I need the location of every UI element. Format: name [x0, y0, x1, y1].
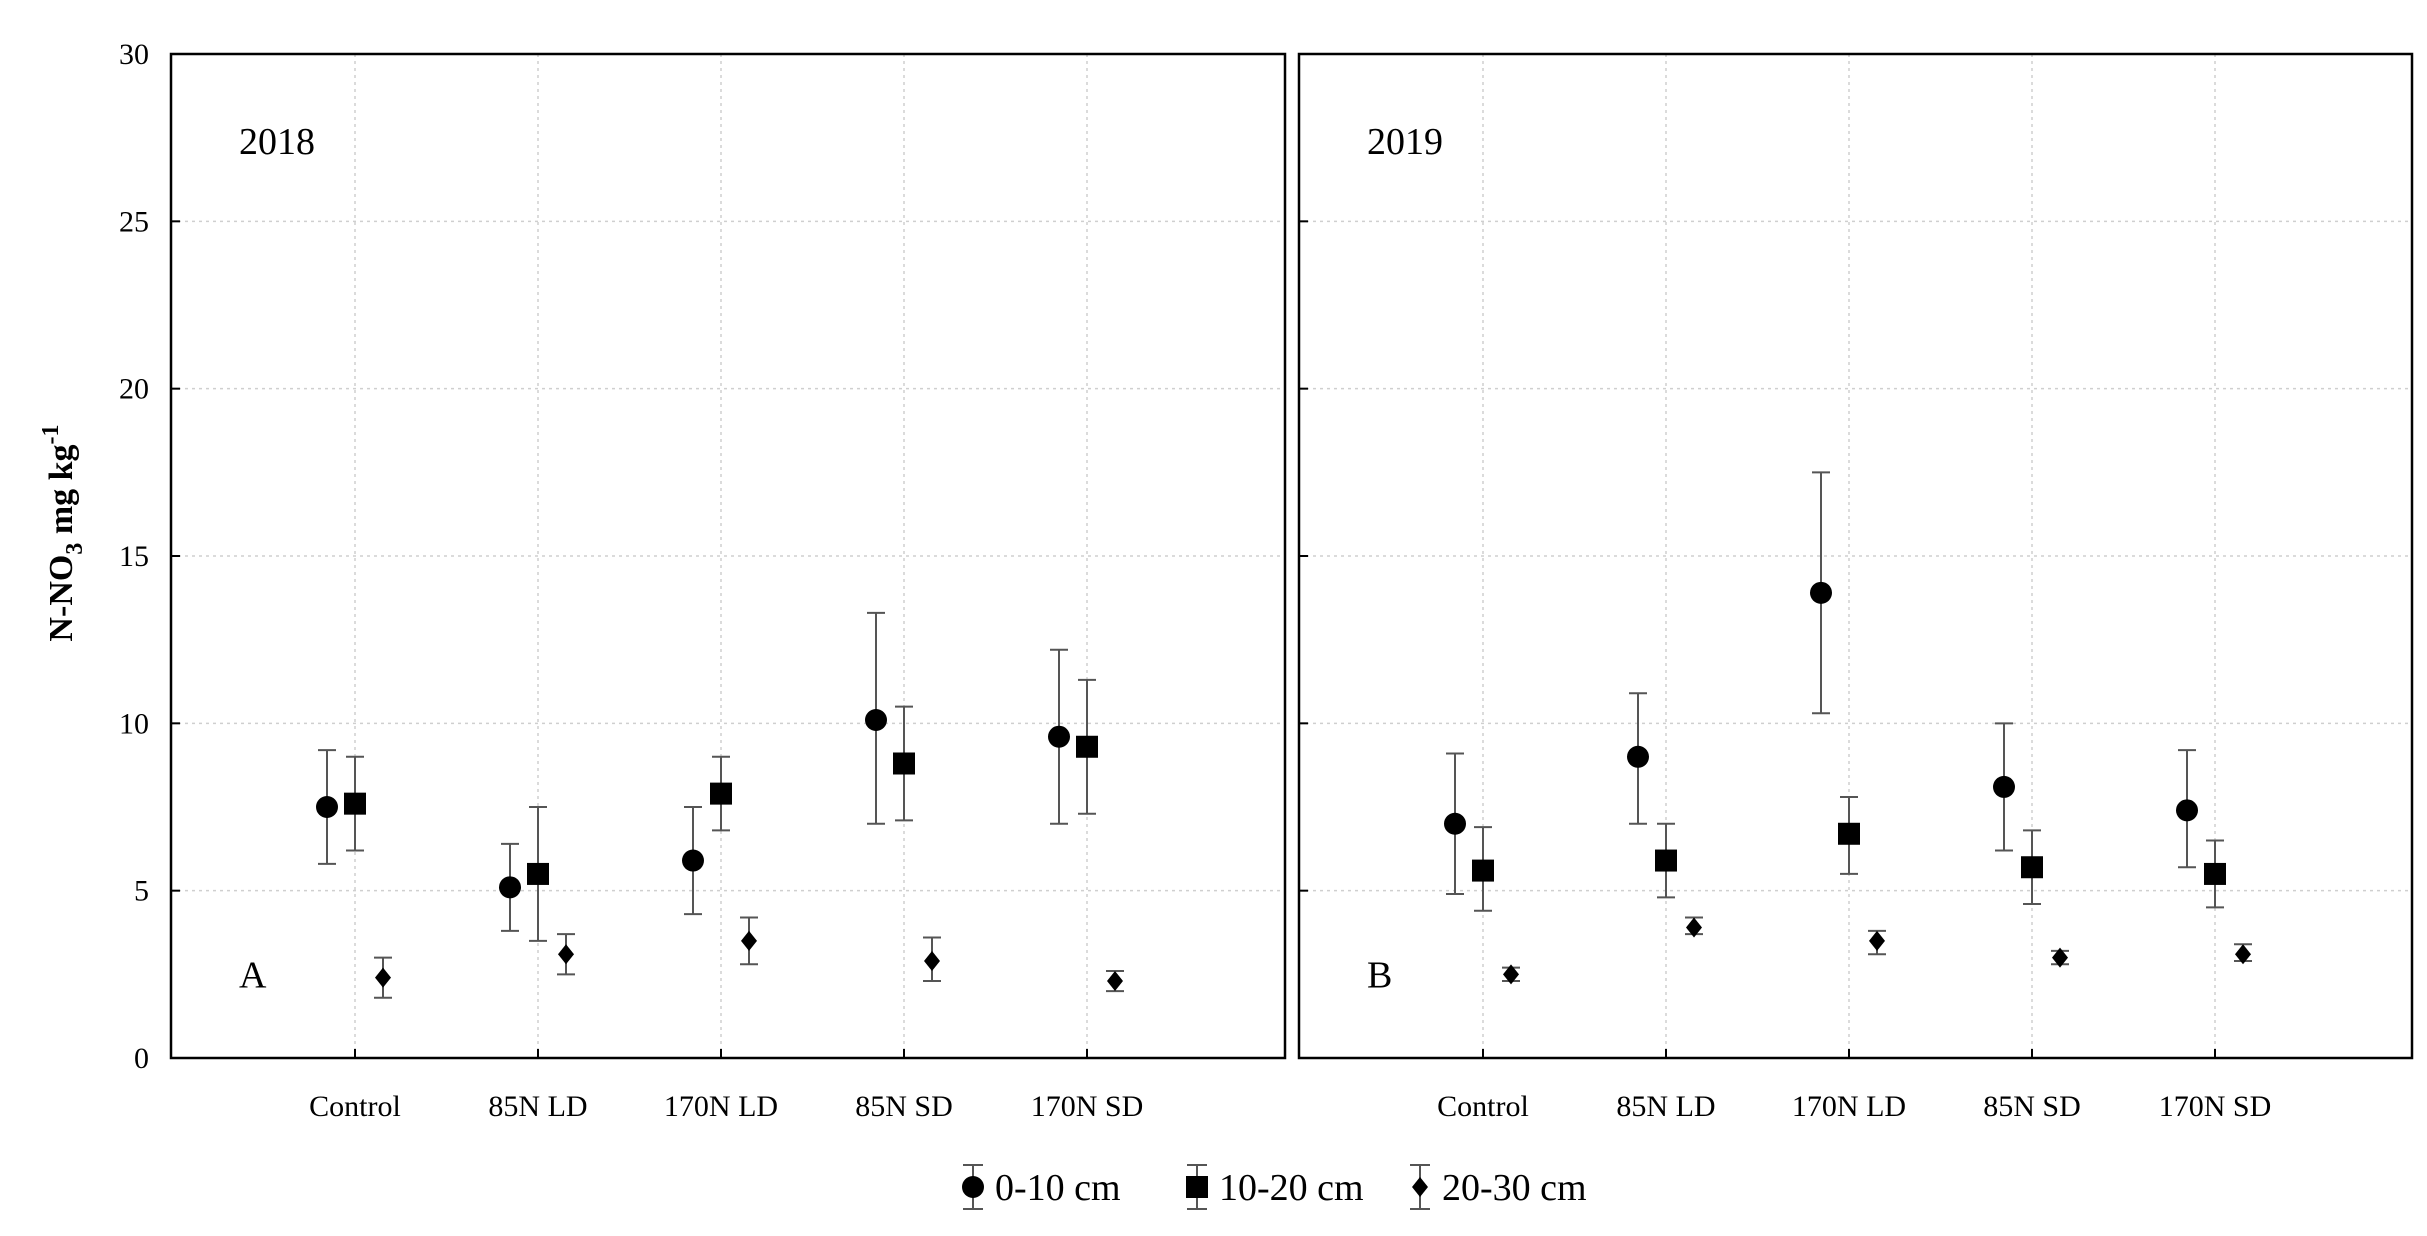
data-point [682, 849, 704, 872]
legend-entry: 20-30 cm [1410, 1164, 1587, 1210]
data-point [1048, 725, 1070, 748]
x-tick-label: 85N SD [855, 1090, 953, 1123]
panel-year-label: 2018 [239, 121, 315, 163]
data-point [2235, 944, 2251, 965]
data-point [1627, 745, 1649, 768]
series-10-20cm [344, 678, 1098, 942]
legend-entry: 0-10 cm [962, 1164, 1121, 1210]
data-point [316, 796, 338, 818]
legend-marker-circle [962, 1176, 984, 1198]
y-axis-label-main: N-NO [43, 555, 80, 642]
y-tick-label: 20 [119, 373, 149, 406]
data-point [2176, 799, 2198, 822]
data-point [2204, 862, 2226, 885]
data-point [1107, 971, 1123, 992]
data-point [924, 950, 940, 971]
series-0-10cm [1444, 471, 2198, 896]
x-tick-label: 85N LD [488, 1090, 587, 1123]
y-tick-label: 25 [119, 205, 149, 238]
data-point [1655, 849, 1677, 872]
data-point [1810, 581, 1832, 604]
legend-label: 20-30 cm [1442, 1167, 1587, 1209]
y-tick-label: 15 [119, 540, 149, 573]
legend-label: 10-20 cm [1219, 1167, 1364, 1209]
data-point [2052, 947, 2068, 968]
x-tick-label: Control [1437, 1090, 1529, 1123]
series-0-10cm [316, 611, 1070, 932]
data-point [1444, 812, 1466, 835]
y-tick-label: 5 [134, 875, 149, 908]
data-point [499, 876, 521, 899]
data-point [344, 792, 366, 815]
data-point [741, 930, 757, 951]
panel-2019: Control 85N LD 170N LD 85N SD 170N SD 2019 B [1297, 52, 2414, 1123]
data-point [1869, 930, 1885, 951]
panel-letter-label: B [1367, 955, 1392, 997]
y-axis-label: N-NO3 mg kg-1 [38, 424, 88, 641]
gridlines [1299, 54, 2412, 1058]
y-tick-label: 10 [119, 707, 149, 740]
panel-year-label: 2019 [1367, 121, 1443, 163]
x-tick-label: 170N LD [664, 1090, 778, 1123]
x-tick-label: 85N SD [1983, 1090, 2081, 1123]
legend-marker-square [1186, 1176, 1208, 1198]
x-tick-label: 170N SD [2159, 1090, 2272, 1123]
data-point [710, 782, 732, 805]
data-point [1076, 735, 1098, 758]
y-tick-label: 0 [134, 1042, 149, 1075]
data-point [375, 967, 391, 988]
x-tick-label: 85N LD [1616, 1090, 1715, 1123]
panel-letter-label: A [239, 955, 267, 997]
data-point [2021, 856, 2043, 879]
data-point [527, 862, 549, 885]
legend: 0-10 cm 10-20 cm 20-30 cm [962, 1164, 1587, 1210]
data-point [893, 752, 915, 775]
chart-panels: 0 5 10 15 20 25 30 Control 85N LD 170N LD 85N SD 17… [119, 38, 2414, 1123]
x-tick-label: 170N LD [1792, 1090, 1906, 1123]
series-20-30cm [374, 916, 1124, 999]
data-point [1838, 822, 1860, 845]
legend-label: 0-10 cm [995, 1167, 1121, 1209]
data-point [1472, 859, 1494, 882]
series-20-30cm [1502, 916, 2252, 985]
data-point [1686, 917, 1702, 938]
data-point [558, 944, 574, 965]
y-tick-label: 30 [119, 38, 149, 71]
data-point [1993, 775, 2015, 798]
y-axis-label-superscript: -1 [38, 424, 64, 444]
x-tick-label: Control [309, 1090, 401, 1123]
legend-entry: 10-20 cm [1186, 1164, 1364, 1210]
x-tick-label: 170N SD [1031, 1090, 1144, 1123]
y-axis-label-subscript: 3 [62, 543, 88, 555]
gridlines [171, 54, 1285, 1058]
data-point [865, 708, 887, 731]
panel-2018: 0 5 10 15 20 25 30 Control 85N LD 170N LD 85N SD 17… [119, 38, 1287, 1123]
legend-marker-diamond [1412, 1177, 1428, 1197]
data-point [1503, 964, 1519, 985]
series-10-20cm [1472, 795, 2226, 912]
y-axis-label-unit: mg kg [43, 444, 80, 542]
